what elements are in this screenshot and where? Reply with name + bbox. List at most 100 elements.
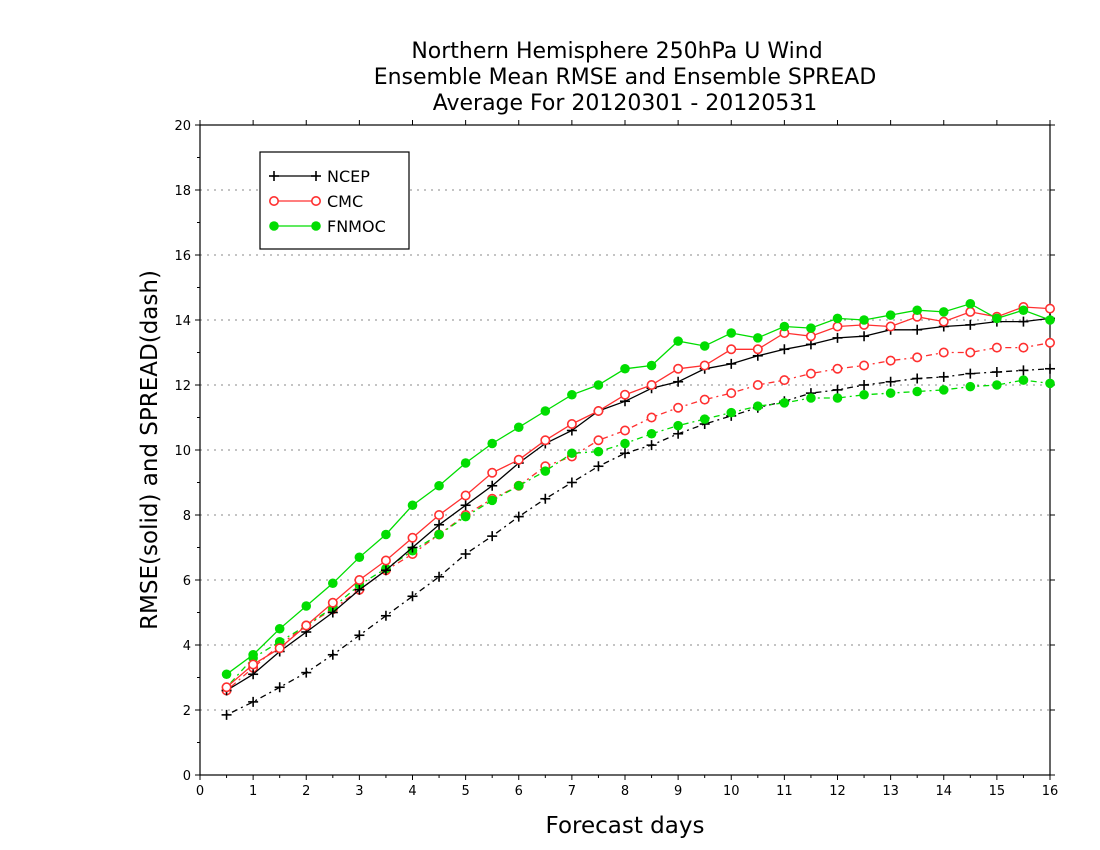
data-point-fnmoc-rmse	[1045, 315, 1055, 325]
legend-marker-start	[269, 171, 279, 181]
data-point-fnmoc-rmse	[407, 500, 418, 511]
y-tick-label: 8	[183, 509, 191, 524]
data-point-fnmoc-rmse	[806, 323, 816, 333]
x-axis-label: Forecast days	[546, 813, 705, 839]
y-tick-label: 16	[174, 249, 191, 264]
data-point-cmc-rmse	[752, 344, 763, 355]
series-cmc-rmse	[221, 301, 1056, 693]
data-point-cmc-rmse	[646, 379, 657, 390]
legend-marker-start	[268, 196, 279, 207]
data-point-ncep-spread	[965, 368, 976, 379]
data-point-fnmoc-spread	[859, 389, 869, 400]
data-point-ncep-spread	[938, 371, 949, 382]
legend-label: FNMOC	[327, 217, 386, 236]
y-tick-label: 14	[174, 314, 191, 329]
data-point-cmc-spread	[699, 394, 710, 405]
legend-marker-end	[310, 196, 321, 207]
y-tick-label: 4	[183, 639, 191, 654]
data-point-fnmoc-rmse	[779, 321, 790, 332]
data-point-ncep-spread	[221, 709, 232, 720]
x-tick-label: 13	[882, 784, 899, 799]
data-point-ncep-spread	[407, 591, 418, 602]
x-tick-label: 3	[355, 784, 363, 799]
data-point-cmc-rmse	[1045, 303, 1056, 314]
data-point-cmc-rmse	[885, 321, 896, 332]
data-point-ncep-rmse	[1018, 316, 1029, 327]
series-line-ncep-rmse	[226, 317, 1051, 692]
data-point-fnmoc-spread	[673, 420, 683, 431]
data-point-fnmoc-spread	[513, 480, 524, 491]
title-line-2: Ensemble Mean RMSE and Ensemble SPREAD	[374, 65, 877, 90]
series-layer	[221, 298, 1056, 720]
data-point-cmc-spread	[779, 375, 790, 386]
title-line-3: Average For 20120301 - 20120531	[433, 91, 818, 116]
data-point-ncep-spread	[540, 493, 551, 504]
data-point-fnmoc-rmse	[646, 360, 657, 371]
data-point-cmc-rmse	[726, 344, 737, 355]
data-point-ncep-rmse	[673, 376, 684, 387]
legend-item-ncep: NCEP	[269, 167, 370, 186]
data-point-cmc-rmse	[327, 597, 338, 608]
data-point-fnmoc-spread	[965, 381, 976, 392]
legend: NCEP CMC FNMOC	[259, 151, 410, 250]
x-tick-label: 4	[408, 784, 416, 799]
data-point-ncep-spread	[620, 448, 630, 459]
data-point-cmc-spread	[1045, 337, 1056, 348]
x-tick-label: 7	[568, 784, 576, 799]
data-point-ncep-spread	[912, 373, 923, 384]
data-point-fnmoc-spread	[806, 393, 816, 403]
legend-marker-end	[311, 221, 321, 231]
data-point-cmc-spread	[859, 360, 870, 371]
data-point-cmc-rmse	[380, 555, 391, 566]
data-point-fnmoc-rmse	[832, 313, 843, 324]
y-axis-label: RMSE(solid) and SPREAD(dash)	[137, 270, 163, 630]
data-point-ncep-spread	[380, 610, 391, 621]
data-point-fnmoc-spread	[593, 446, 604, 457]
data-point-fnmoc-spread	[567, 448, 577, 459]
data-point-fnmoc-spread	[938, 385, 949, 395]
series-line-ncep-spread	[226, 368, 1051, 716]
data-point-fnmoc-rmse	[753, 333, 763, 343]
data-point-fnmoc-spread	[1018, 375, 1029, 385]
data-point-ncep-rmse	[460, 500, 471, 511]
data-point-ncep-spread	[646, 440, 657, 451]
data-point-cmc-spread	[938, 347, 949, 358]
data-point-cmc-rmse	[274, 643, 285, 654]
x-tick-label: 9	[674, 784, 682, 799]
data-point-ncep-spread	[487, 531, 498, 542]
data-point-cmc-spread	[832, 363, 843, 374]
data-point-fnmoc-spread	[540, 466, 551, 476]
data-point-cmc-rmse	[221, 682, 232, 693]
data-point-ncep-spread	[885, 376, 896, 387]
data-point-cmc-rmse	[832, 321, 843, 332]
data-point-fnmoc-spread	[832, 393, 843, 403]
data-point-fnmoc-spread	[992, 380, 1002, 390]
data-point-fnmoc-rmse	[859, 315, 869, 325]
y-tick-label: 0	[183, 769, 191, 784]
data-point-ncep-rmse	[912, 324, 923, 335]
data-point-ncep-spread	[248, 696, 259, 707]
x-tick-label: 1	[249, 784, 257, 799]
data-point-cmc-rmse	[566, 418, 577, 429]
data-point-cmc-rmse	[805, 331, 816, 342]
data-point-cmc-spread	[646, 412, 657, 423]
data-point-cmc-rmse	[540, 435, 551, 446]
data-point-fnmoc-rmse	[885, 310, 896, 320]
data-point-fnmoc-rmse	[540, 406, 551, 416]
series-ncep-rmse	[221, 313, 1055, 696]
data-point-fnmoc-rmse	[938, 307, 949, 317]
data-point-ncep-spread	[327, 649, 338, 660]
data-point-ncep-rmse	[248, 669, 259, 680]
data-point-cmc-rmse	[354, 574, 365, 585]
data-point-fnmoc-rmse	[965, 298, 976, 309]
data-point-cmc-spread	[593, 435, 604, 446]
data-point-fnmoc-rmse	[673, 336, 683, 346]
data-point-cmc-spread	[991, 342, 1002, 353]
data-point-ncep-spread	[593, 461, 604, 472]
data-point-fnmoc-rmse	[726, 328, 737, 338]
data-point-ncep-spread	[274, 682, 285, 693]
data-point-ncep-rmse	[726, 358, 737, 369]
data-point-cmc-spread	[912, 352, 923, 363]
data-point-cmc-rmse	[487, 467, 498, 478]
